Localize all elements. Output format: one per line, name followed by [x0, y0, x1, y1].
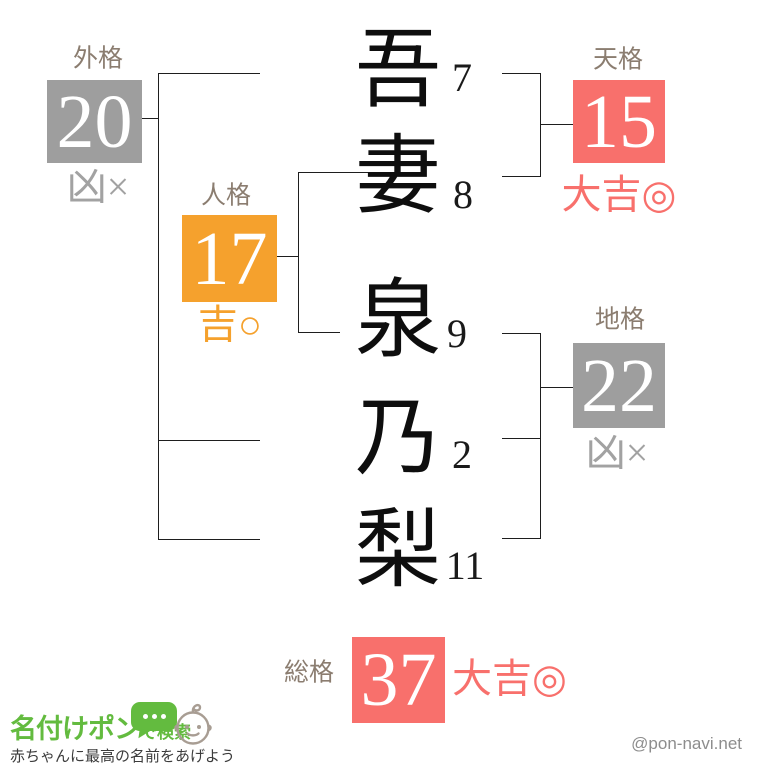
bracket-line — [540, 124, 573, 125]
bubble-dot — [160, 714, 166, 719]
bracket-line — [502, 538, 540, 539]
bracket-line — [502, 73, 540, 74]
bracket-line — [158, 539, 260, 540]
bracket-line — [142, 118, 158, 119]
bracket-line — [502, 333, 540, 334]
logo-name-text: 名付けポン — [10, 714, 141, 744]
soukaku-value-box: 37 — [352, 637, 445, 723]
bracket-line — [158, 73, 260, 74]
name-char: 妻 — [355, 128, 441, 224]
soukaku-result: 大吉◎ — [452, 656, 567, 701]
stroke-count: 2 — [452, 432, 472, 477]
bracket-line — [158, 73, 159, 540]
bubble-dot — [142, 714, 148, 719]
name-char: 梨 — [355, 502, 441, 598]
chikaku-result: 凶× — [585, 430, 649, 475]
tagline: 赤ちゃんに最高の名前をあげよう — [10, 748, 236, 765]
tenkaku-value-box: 15 — [573, 80, 665, 163]
chikaku-label: 地格 — [594, 305, 646, 334]
gaikaku-result: 凶× — [66, 164, 130, 209]
credit: @pon-navi.net — [631, 734, 742, 753]
chikaku-value-box: 22 — [573, 343, 665, 428]
jinkaku-value-box: 17 — [182, 215, 277, 302]
soukaku-label: 総格 — [283, 658, 335, 687]
gaikaku-label: 外格 — [72, 44, 124, 73]
gaikaku-value-box: 20 — [47, 80, 142, 163]
bracket-line — [540, 333, 541, 539]
bracket-line — [298, 172, 383, 173]
name-char: 乃 — [355, 390, 441, 486]
tenkaku-result: 大吉◎ — [561, 172, 677, 217]
baby-face-icon — [174, 703, 212, 745]
bracket-line — [502, 176, 540, 177]
bracket-line — [502, 438, 540, 439]
bracket-line — [540, 387, 573, 388]
stroke-count: 11 — [445, 543, 485, 588]
bubble-dot — [151, 714, 157, 719]
chat-bubble-icon — [131, 702, 177, 731]
stroke-count: 7 — [452, 55, 472, 100]
bracket-line — [298, 172, 299, 333]
bracket-line — [298, 332, 340, 333]
name-char: 吾 — [355, 22, 441, 118]
name-char: 泉 — [355, 272, 441, 368]
jinkaku-label: 人格 — [200, 181, 252, 210]
stroke-count: 9 — [447, 311, 467, 356]
bracket-line — [277, 256, 298, 257]
jinkaku-result: 吉○ — [197, 302, 263, 347]
bracket-line — [158, 440, 260, 441]
tenkaku-label: 天格 — [592, 45, 644, 74]
bracket-line — [540, 73, 541, 177]
stroke-count: 8 — [453, 172, 473, 217]
